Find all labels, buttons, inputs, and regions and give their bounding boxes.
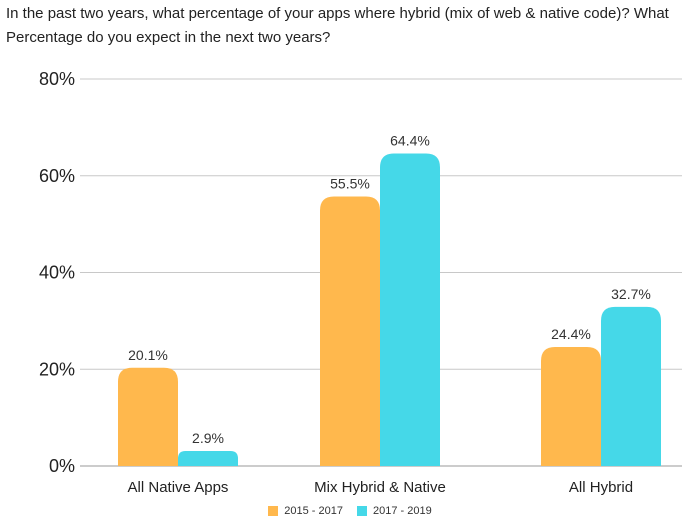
data-label: 64.4% [390,132,430,148]
legend-swatch-series-2 [357,506,367,516]
y-tick-label: 60% [39,166,75,186]
bar-2-3 [601,306,661,466]
y-tick-label: 80% [39,69,75,89]
legend-item-series-2: 2017 - 2019 [357,505,432,517]
labels: 0% 20% 40% 60% 80% 20.1% 2.9% All Native Apps 55… [39,69,651,496]
legend-label-series-2: 2017 - 2019 [373,505,432,517]
category-label: All Hybrid [569,479,633,496]
bar-2-1 [178,450,238,466]
y-tick-label: 0% [49,456,75,476]
y-tick-label: 20% [39,359,75,379]
bar-1-2 [320,196,380,467]
data-label: 20.1% [128,347,168,363]
data-label: 32.7% [611,286,651,302]
data-label: 24.4% [551,326,591,342]
legend: 2015 - 2017 2017 - 2019 [0,505,700,517]
bar-1-3 [541,346,601,466]
bar-2-2 [380,153,440,466]
legend-swatch-series-1 [268,506,279,516]
data-label: 2.9% [192,430,224,446]
y-tick-label: 40% [39,263,75,283]
legend-label-series-1: 2015 - 2017 [284,505,343,517]
bars [118,153,661,467]
legend-item-series-1: 2015 - 2017 [268,505,343,517]
category-label: All Native Apps [128,479,229,496]
bar-1-1 [118,367,178,466]
chart-title: In the past two years, what percentage o… [6,5,669,46]
data-label: 55.5% [330,176,370,192]
category-label: Mix Hybrid & Native [314,479,446,496]
